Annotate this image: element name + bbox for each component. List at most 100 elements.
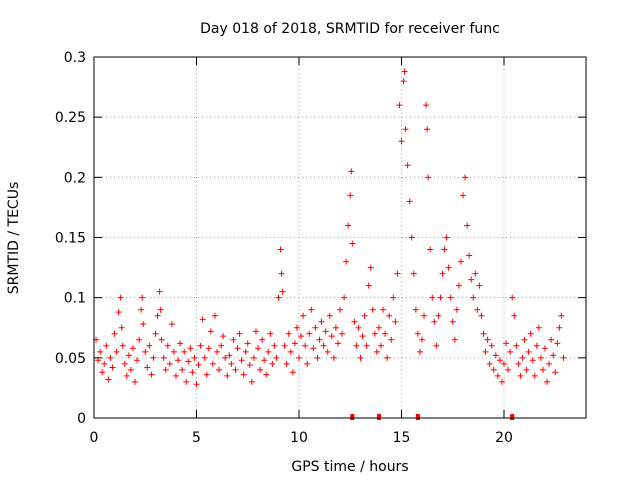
- data-point: [347, 192, 354, 199]
- data-point: [218, 342, 225, 349]
- data-point: [193, 381, 200, 388]
- zero-marker: [350, 414, 355, 420]
- x-tick-label: 15: [393, 430, 411, 446]
- data-point: [486, 360, 493, 367]
- x-tick-label: 0: [90, 430, 99, 446]
- data-point: [246, 362, 253, 369]
- data-point: [533, 342, 540, 349]
- data-point: [291, 340, 298, 347]
- data-point: [148, 371, 155, 378]
- data-point: [332, 324, 339, 331]
- data-point: [248, 378, 255, 385]
- data-point: [353, 342, 360, 349]
- data-point: [375, 324, 382, 331]
- data-point: [205, 345, 212, 352]
- data-point: [552, 369, 559, 376]
- data-point: [470, 294, 477, 301]
- data-point: [179, 366, 186, 373]
- data-point: [250, 354, 257, 361]
- data-point: [349, 240, 356, 247]
- data-point: [277, 246, 284, 253]
- data-point: [447, 294, 454, 301]
- data-point: [156, 288, 163, 295]
- data-point: [351, 318, 358, 325]
- data-point: [521, 336, 528, 343]
- data-point: [318, 318, 325, 325]
- data-point: [316, 336, 323, 343]
- data-point: [177, 340, 184, 347]
- data-point: [515, 360, 522, 367]
- data-point: [285, 330, 292, 337]
- data-point: [140, 321, 147, 328]
- data-point: [546, 360, 553, 367]
- data-point: [117, 294, 124, 301]
- data-point: [435, 312, 442, 319]
- data-point: [265, 348, 272, 355]
- data-point: [255, 345, 261, 352]
- data-point: [312, 324, 319, 331]
- data-point: [129, 345, 136, 352]
- data-point: [392, 318, 399, 325]
- data-point: [123, 372, 130, 379]
- data-point: [507, 348, 514, 355]
- data-point: [433, 342, 440, 349]
- data-point: [236, 330, 243, 337]
- data-point: [160, 354, 167, 361]
- y-axis-label: SRMTID / TECUs: [6, 182, 22, 295]
- data-point: [345, 222, 352, 229]
- data-point: [498, 378, 505, 385]
- data-point: [263, 371, 270, 378]
- zero-marker: [376, 414, 381, 420]
- data-point: [113, 348, 120, 355]
- data-point: [207, 328, 214, 335]
- data-point: [513, 342, 520, 349]
- data-point: [451, 336, 458, 343]
- data-point: [348, 168, 355, 175]
- data-point: [550, 352, 557, 359]
- data-point: [119, 342, 126, 349]
- chart-title: Day 018 of 2018, SRMTID for receiver fun…: [200, 21, 500, 37]
- data-point: [201, 354, 208, 361]
- data-point: [139, 294, 146, 301]
- data-point: [216, 366, 223, 373]
- data-point: [308, 306, 315, 313]
- data-point: [455, 282, 462, 289]
- data-point: [503, 340, 510, 347]
- data-point: [322, 328, 329, 335]
- data-point: [267, 330, 274, 337]
- data-point: [283, 360, 290, 367]
- data-point: [271, 342, 278, 349]
- data-point: [238, 357, 245, 364]
- data-point: [144, 364, 151, 371]
- data-point: [501, 360, 507, 367]
- data-point: [388, 336, 395, 343]
- data-point: [367, 264, 374, 271]
- data-point: [421, 312, 428, 319]
- data-point: [398, 138, 405, 145]
- data-point: [230, 336, 237, 343]
- data-point: [369, 306, 376, 313]
- data-point: [517, 372, 524, 379]
- data-point: [443, 234, 450, 241]
- data-point: [357, 354, 364, 361]
- data-point: [478, 312, 485, 319]
- data-point: [226, 352, 233, 359]
- data-point: [261, 357, 268, 364]
- data-point: [542, 345, 548, 352]
- data-point: [425, 174, 432, 181]
- data-point: [197, 342, 204, 349]
- data-point: [429, 294, 436, 301]
- data-point: [484, 336, 491, 343]
- data-point: [320, 342, 327, 349]
- data-point: [523, 366, 530, 373]
- data-points: [93, 68, 567, 420]
- data-point: [232, 366, 239, 373]
- data-point: [402, 126, 409, 133]
- data-point: [326, 312, 333, 319]
- data-point: [310, 345, 317, 352]
- data-point: [157, 306, 164, 313]
- data-point: [525, 348, 532, 355]
- data-point: [302, 342, 309, 349]
- data-point: [457, 258, 464, 265]
- data-point: [162, 366, 169, 373]
